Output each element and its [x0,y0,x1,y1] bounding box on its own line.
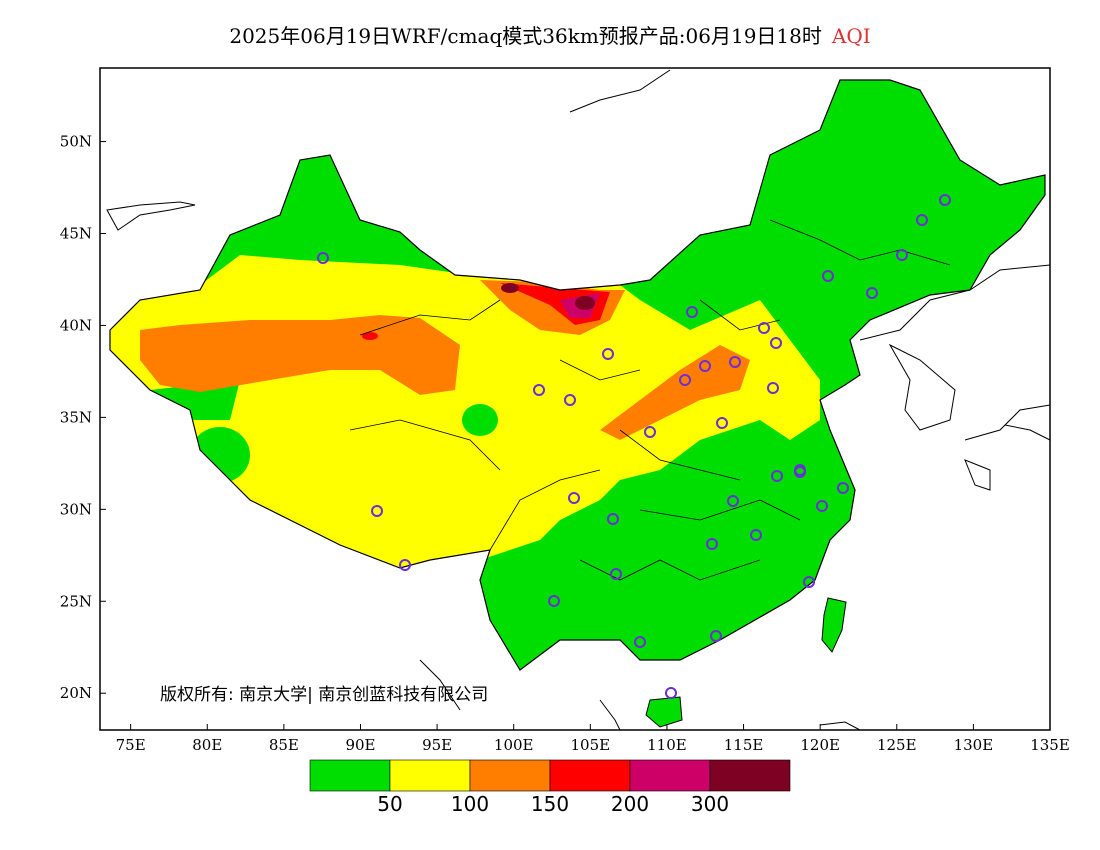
legend-label: 300 [690,792,730,816]
legend-label: 150 [530,792,570,816]
x-tick-label: 110E [647,736,687,754]
station-marker [699,360,711,372]
legend-label: 100 [450,792,490,816]
station-marker [716,417,728,429]
taiwan [821,597,847,653]
station-marker [758,322,770,334]
aqi-usg-zone-west [140,315,460,395]
station-marker [767,382,779,394]
x-tick-label: 80E [192,736,222,754]
station-marker [822,270,834,282]
y-tick-label: 45N [60,225,92,243]
y-tick-label: 30N [60,500,92,518]
station-marker [564,394,576,406]
map-plot-area [99,67,1051,731]
x-tick-label: 90E [345,736,375,754]
station-marker [644,426,656,438]
aqi-usg-zone-central [600,345,750,440]
station-marker [607,513,619,525]
title-text: 2025年06月19日WRF/cmaq模式36km预报产品:06月19日18时 [229,24,822,48]
variable-name: AQI [831,24,871,48]
y-tick-label: 50N [60,133,92,151]
station-marker [548,595,560,607]
station-marker [729,356,741,368]
station-marker [710,630,722,642]
x-tick-label: 95E [422,736,452,754]
station-marker [916,214,928,226]
x-axis: 75E 80E 85E 90E 95E 100E 105E 110E 115E 120E 125E 1… [116,724,1070,754]
aqi-hazardous-zone [575,296,595,310]
station-marker [610,568,622,580]
station-marker [770,337,782,349]
legend-labels: 50 100 150 200 300 [0,792,1100,822]
map-title: 2025年06月19日WRF/cmaq模式36km预报产品:06月19日18时 A… [0,20,1100,49]
copyright-text: 版权所有: 南京大学| 南京创蓝科技有限公司 [160,685,489,705]
y-tick-label: 35N [60,408,92,426]
station-marker [727,495,739,507]
station-marker [794,464,806,476]
x-tick-label: 85E [269,736,299,754]
station-marker [706,538,718,550]
province-borders [349,219,951,581]
aqi-hazardous-zone-2 [501,283,519,293]
aqi-legend [309,759,791,792]
x-tick-label: 115E [724,736,764,754]
station-marker [686,306,698,318]
plot-frame [99,67,1051,731]
station-marker [866,287,878,299]
y-tick-label: 25N [60,592,92,610]
station-marker [399,559,411,571]
legend-label: 200 [610,792,650,816]
station-marker [750,529,762,541]
monitoring-stations [317,194,951,699]
y-axis: 20N 25N 30N 35N 40N 45N 50N [60,133,106,702]
y-tick-label: 40N [60,316,92,334]
x-tick-label: 130E [954,736,994,754]
station-marker [665,687,677,699]
station-marker [837,482,849,494]
x-tick-label: 135E [1030,736,1070,754]
legend-swatch [469,759,551,792]
y-tick-label: 20N [60,684,92,702]
coastlines [106,69,1051,731]
country-border [109,79,1046,671]
hainan [645,696,683,728]
station-marker [939,194,951,206]
x-tick-label: 120E [800,736,840,754]
station-marker [602,348,614,360]
x-tick-label: 125E [877,736,917,754]
aqi-hotspot-west [362,332,378,340]
station-marker [816,500,828,512]
station-marker [896,249,908,261]
station-marker [803,576,815,588]
station-marker [771,470,783,482]
legend-swatch [389,759,471,792]
legend-swatch [309,759,391,792]
legend-swatch [549,759,631,792]
legend-swatch [709,759,791,792]
station-marker [679,374,691,386]
station-marker [317,252,329,264]
station-marker [533,384,545,396]
x-tick-label: 105E [571,736,611,754]
clean-patch-qinghai [462,404,498,436]
station-marker [371,505,383,517]
x-tick-label: 100E [494,736,534,754]
legend-label: 50 [377,792,403,816]
legend-swatch [629,759,711,792]
x-tick-label: 75E [116,736,146,754]
station-marker [634,636,646,648]
station-marker [568,492,580,504]
